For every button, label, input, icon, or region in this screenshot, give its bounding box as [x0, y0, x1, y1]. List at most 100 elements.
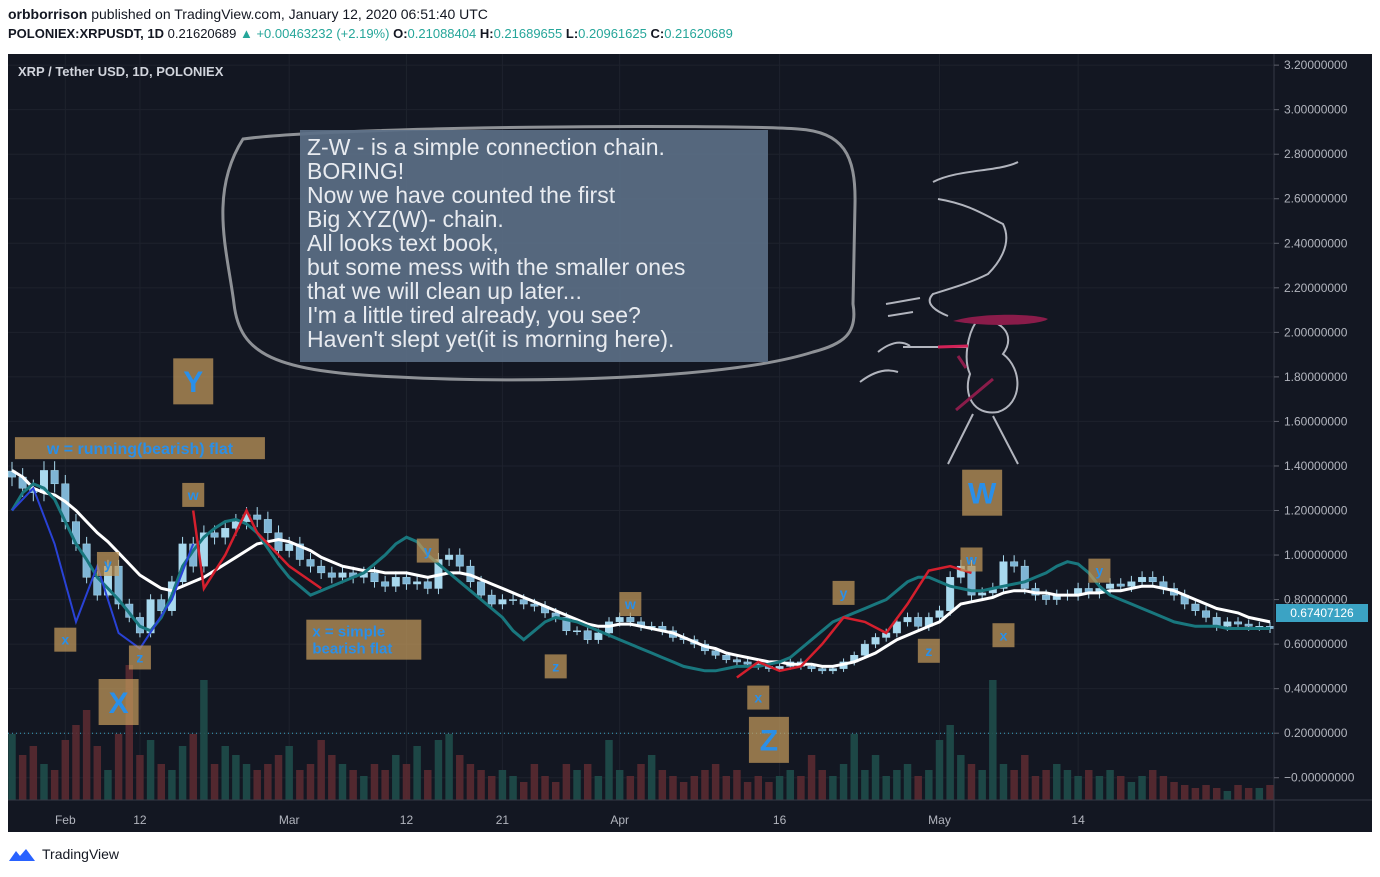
price-chart[interactable]: Yw = running(bearish) flat w y x z Xy x = simp… [8, 54, 1372, 832]
volume-bar [1074, 776, 1082, 800]
volume-bar [818, 770, 826, 800]
wave-label-text: z [552, 658, 559, 674]
candle-body [775, 666, 784, 669]
candle-body [498, 599, 507, 605]
volume-bar [1031, 776, 1040, 800]
volume-bar [242, 764, 251, 800]
price-badge: 0.67407126 [1290, 606, 1354, 620]
wave-label-box [832, 580, 855, 605]
y-tick-label: −0.00000000 [1284, 771, 1355, 785]
volume-bar [413, 746, 421, 800]
wave-label-text: w [187, 487, 199, 503]
volume-bar [8, 734, 16, 800]
wave-label-box [306, 619, 422, 660]
wave-label-text: y [1096, 563, 1104, 579]
volume-bar [210, 764, 219, 800]
volume-bar [711, 764, 720, 800]
x-tick-label: 12 [133, 813, 147, 827]
candle-body [935, 610, 944, 618]
candle-body [914, 617, 923, 627]
volume-bar [669, 776, 677, 800]
wave-label-text: W [968, 477, 997, 510]
volume-bar [285, 746, 293, 800]
candle-body [199, 532, 208, 567]
volume-bar [1095, 776, 1104, 800]
candle-body [1106, 583, 1115, 589]
y-tick-label: 2.00000000 [1284, 325, 1348, 339]
candle-body [573, 630, 582, 633]
volume-bar [1234, 785, 1242, 800]
volume-bar [1138, 776, 1146, 800]
candle-body [210, 532, 219, 538]
volume-bar [967, 764, 976, 800]
candle-body [1042, 594, 1051, 600]
speech-bubble-line: that we will clean up later... [307, 278, 582, 304]
candle-body [871, 637, 880, 645]
open-label: O: [393, 26, 408, 41]
volume-bar [530, 764, 539, 800]
candle-body [423, 581, 432, 589]
y-tick-label: 0.40000000 [1284, 682, 1348, 696]
wave-drawing-red [736, 564, 972, 679]
volume-bar [82, 710, 91, 800]
candle-body [445, 554, 454, 560]
volume-bar [114, 734, 123, 800]
speech-bubble-line: Haven't slept yet(it is morning here). [307, 326, 674, 352]
volume-bar [839, 764, 848, 800]
volume-bar [338, 764, 347, 800]
candle-body [978, 592, 987, 596]
volume-bar [1170, 782, 1178, 800]
price-badge-bg [1276, 604, 1368, 622]
speech-bubble-box [300, 130, 768, 362]
volume-bar [701, 770, 709, 800]
volume-bar [733, 770, 741, 800]
volume-bar [157, 764, 165, 800]
volume-bar [871, 755, 880, 800]
author-name[interactable]: orbborrison [8, 6, 88, 22]
candle-body [221, 528, 230, 538]
wave-label-box [748, 716, 789, 763]
y-tick-label: 3.20000000 [1284, 58, 1348, 72]
volume-bar [370, 764, 379, 800]
x-tick-label: Mar [279, 813, 300, 827]
volume-bar [722, 776, 731, 800]
x-tick-label: 14 [1071, 813, 1085, 827]
volume-bar [221, 746, 229, 800]
hat-drawing [953, 314, 1048, 325]
candle-body [711, 650, 720, 656]
volume-bar [1148, 770, 1157, 800]
volume-bar [1042, 770, 1050, 800]
candle-body [722, 655, 731, 660]
wave-label-text: y [104, 556, 112, 572]
volume-bar [349, 770, 357, 800]
volume-bar [1159, 776, 1168, 800]
volume-bar [178, 746, 187, 800]
candle-body [274, 532, 283, 551]
speech-bubble-line: Z-W - is a simple connection chain. [307, 134, 665, 160]
candle-body [50, 470, 59, 485]
volume-bar [274, 755, 283, 800]
tradingview-logo-icon[interactable] [8, 846, 36, 862]
volume-bar [861, 770, 869, 800]
wave-label-box [54, 627, 77, 652]
volume-bar [509, 776, 517, 800]
volume-bar [1117, 776, 1125, 800]
y-tick-label: 2.60000000 [1284, 192, 1348, 206]
volume-bar [381, 770, 389, 800]
volume-bar [306, 764, 315, 800]
footer-brand[interactable]: TradingView [42, 846, 120, 862]
candle-body [999, 561, 1008, 589]
wave-label-box [544, 654, 567, 679]
candle-body [828, 668, 837, 672]
volume-bar [402, 764, 411, 800]
candle-body [391, 577, 400, 587]
volume-bar [903, 764, 912, 800]
volume-bar [754, 776, 763, 800]
wave-label-text: w [624, 596, 636, 612]
candle-body [594, 632, 603, 640]
candle-body [903, 617, 912, 623]
volume-bar [360, 776, 368, 800]
wave-label-text: w [965, 552, 977, 568]
candle-body [413, 581, 422, 585]
